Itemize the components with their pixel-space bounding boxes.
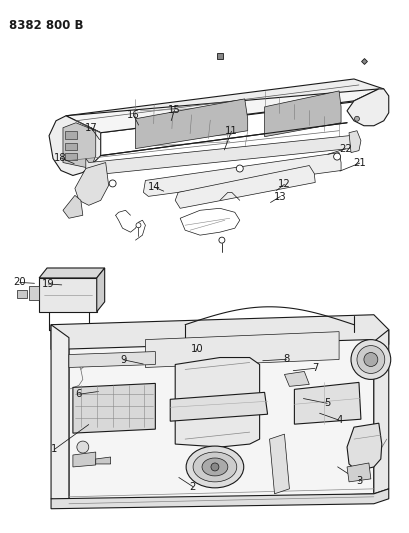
Text: 6: 6 bbox=[75, 389, 82, 399]
Text: 3: 3 bbox=[356, 477, 362, 486]
Polygon shape bbox=[65, 152, 76, 159]
Polygon shape bbox=[73, 383, 155, 433]
Polygon shape bbox=[145, 332, 338, 367]
Polygon shape bbox=[66, 79, 383, 133]
Text: 1: 1 bbox=[51, 445, 57, 455]
Circle shape bbox=[211, 463, 218, 471]
Circle shape bbox=[363, 352, 377, 367]
Text: 13: 13 bbox=[273, 191, 286, 201]
Polygon shape bbox=[373, 330, 388, 494]
Polygon shape bbox=[75, 163, 108, 205]
Polygon shape bbox=[66, 89, 378, 133]
Text: 12: 12 bbox=[277, 179, 290, 189]
Circle shape bbox=[109, 180, 116, 187]
Text: 4: 4 bbox=[335, 415, 342, 425]
Ellipse shape bbox=[193, 452, 236, 482]
Polygon shape bbox=[65, 143, 76, 150]
Text: 5: 5 bbox=[323, 398, 330, 408]
Text: 15: 15 bbox=[168, 105, 180, 115]
Text: 16: 16 bbox=[127, 110, 140, 120]
Polygon shape bbox=[39, 278, 97, 312]
Circle shape bbox=[354, 116, 359, 122]
Polygon shape bbox=[63, 196, 83, 218]
Polygon shape bbox=[96, 457, 110, 464]
Circle shape bbox=[218, 237, 224, 243]
Circle shape bbox=[136, 223, 141, 228]
Text: 18: 18 bbox=[54, 153, 67, 163]
Polygon shape bbox=[63, 123, 96, 168]
Polygon shape bbox=[346, 89, 388, 126]
Polygon shape bbox=[269, 434, 289, 494]
Circle shape bbox=[333, 153, 340, 160]
Polygon shape bbox=[49, 116, 101, 175]
Circle shape bbox=[76, 441, 89, 453]
Polygon shape bbox=[346, 423, 381, 471]
Polygon shape bbox=[264, 91, 340, 136]
Polygon shape bbox=[29, 286, 39, 300]
Text: 8: 8 bbox=[283, 354, 289, 364]
Circle shape bbox=[356, 345, 384, 374]
Polygon shape bbox=[51, 315, 388, 350]
Circle shape bbox=[350, 340, 390, 379]
Polygon shape bbox=[51, 489, 388, 508]
Text: 20: 20 bbox=[13, 277, 26, 287]
Polygon shape bbox=[65, 131, 76, 139]
Polygon shape bbox=[69, 352, 155, 367]
Polygon shape bbox=[284, 372, 308, 386]
Polygon shape bbox=[69, 328, 373, 504]
Polygon shape bbox=[175, 358, 259, 447]
Text: 21: 21 bbox=[353, 158, 365, 168]
Polygon shape bbox=[170, 392, 267, 421]
Text: 9: 9 bbox=[120, 355, 126, 365]
Ellipse shape bbox=[202, 458, 227, 476]
Polygon shape bbox=[17, 290, 27, 298]
Text: 10: 10 bbox=[190, 344, 203, 354]
Ellipse shape bbox=[186, 446, 243, 488]
Polygon shape bbox=[175, 166, 315, 208]
Text: 2: 2 bbox=[189, 481, 196, 491]
Polygon shape bbox=[348, 131, 360, 152]
Polygon shape bbox=[73, 452, 96, 467]
Polygon shape bbox=[51, 325, 69, 504]
Text: 22: 22 bbox=[338, 144, 351, 154]
Text: 19: 19 bbox=[42, 279, 54, 289]
Polygon shape bbox=[346, 463, 370, 482]
Polygon shape bbox=[143, 152, 340, 196]
Text: 14: 14 bbox=[147, 182, 160, 192]
Text: 8382 800 B: 8382 800 B bbox=[9, 19, 83, 33]
Polygon shape bbox=[135, 99, 247, 149]
Polygon shape bbox=[39, 268, 104, 278]
Circle shape bbox=[236, 165, 243, 172]
Text: 7: 7 bbox=[311, 364, 317, 373]
Polygon shape bbox=[294, 382, 360, 424]
Text: 17: 17 bbox=[84, 123, 97, 133]
Polygon shape bbox=[97, 268, 104, 312]
Polygon shape bbox=[85, 133, 353, 175]
Text: 11: 11 bbox=[225, 126, 237, 136]
